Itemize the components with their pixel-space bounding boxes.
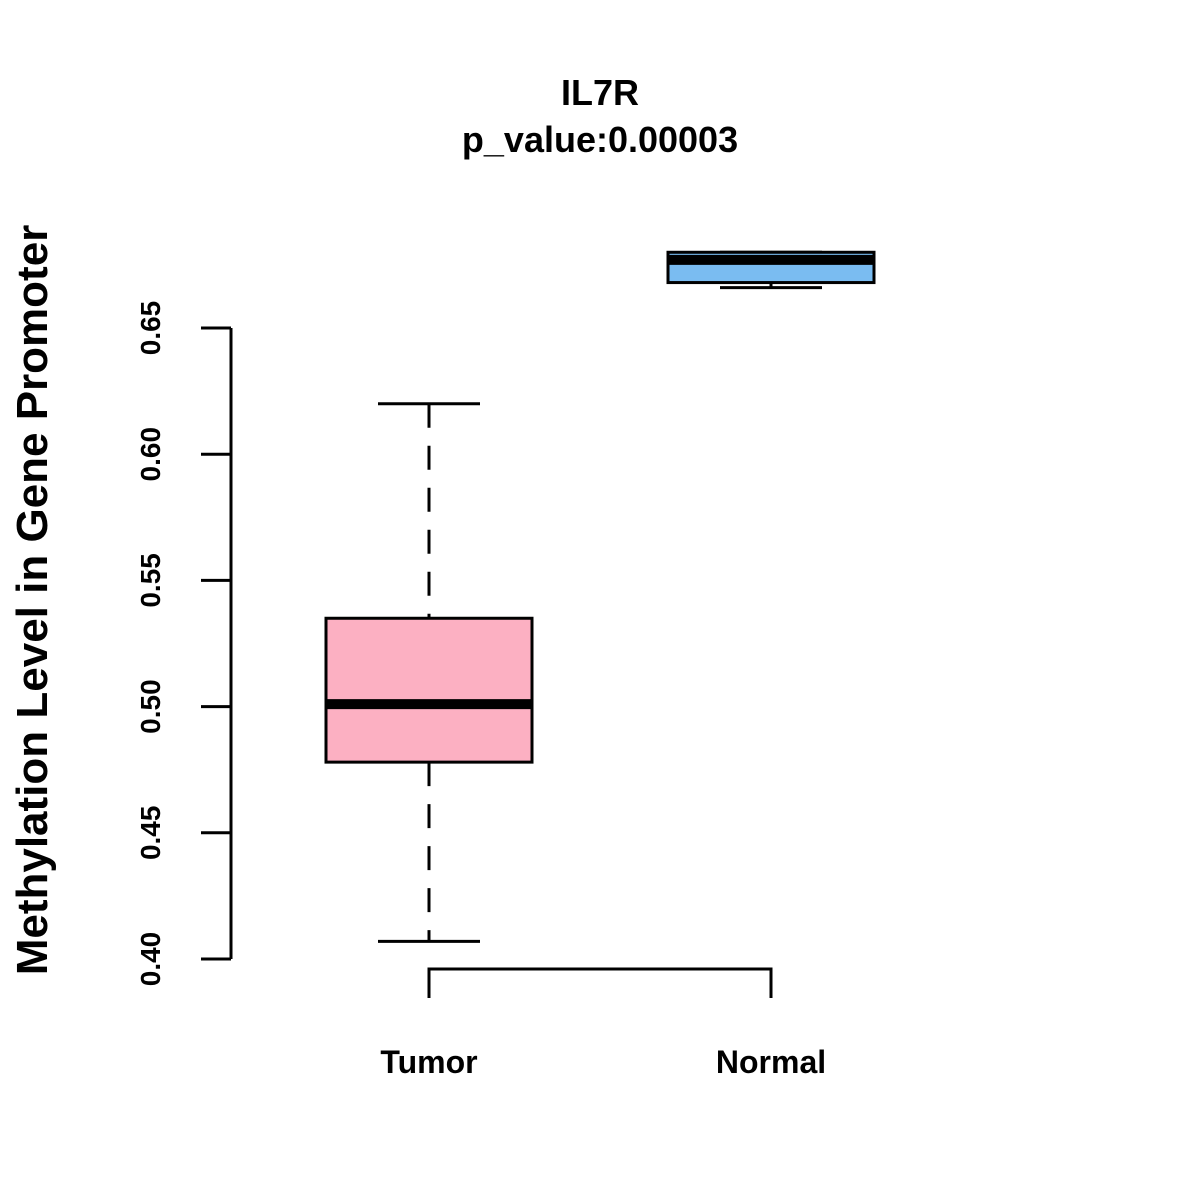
x-tick-label-normal: Normal: [716, 1044, 826, 1080]
y-tick-label: 0.55: [135, 553, 166, 608]
chart-subtitle: p_value:0.00003: [462, 119, 738, 160]
y-axis: 0.40 0.45 0.50 0.55 0.60 0.65: [135, 301, 233, 987]
x-axis: Tumor Normal: [380, 967, 826, 1080]
y-tick-label: 0.65: [135, 301, 166, 356]
box-tumor: [324, 402, 534, 943]
y-tick-label: 0.60: [135, 427, 166, 482]
x-tick-label-tumor: Tumor: [380, 1044, 477, 1080]
y-tick-label: 0.50: [135, 679, 166, 734]
y-axis-label: Methylation Level in Gene Promoter: [8, 225, 57, 976]
plot-area: [324, 250, 876, 943]
iqr-box: [324, 616, 534, 764]
box-normal: [666, 250, 876, 290]
chart-title: IL7R: [561, 72, 639, 113]
y-tick-label: 0.40: [135, 932, 166, 987]
x-axis-bracket: [427, 967, 773, 998]
y-tick-label: 0.45: [135, 806, 166, 861]
